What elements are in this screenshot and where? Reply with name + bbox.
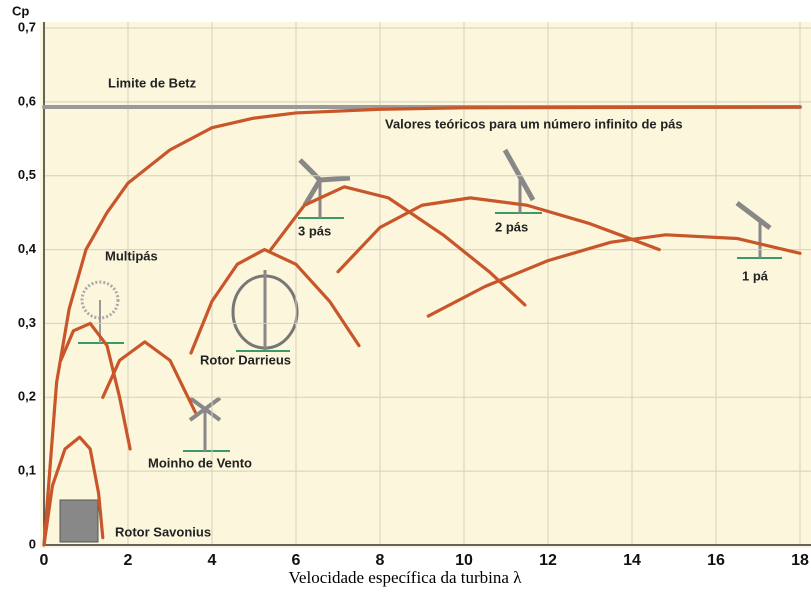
curve-label: 2 pás [495,219,528,234]
curve-label: Multipás [105,248,158,263]
curve-label: 3 pás [298,223,331,238]
y-tick-label: 0,5 [18,167,36,182]
curve-label: Valores teóricos para um número infinito… [385,116,683,131]
curve-label: Rotor Darrieus [200,352,291,367]
page: Cp Velocidade específica da turbina λ 00… [0,0,811,599]
y-axis-title: Cp [12,3,29,18]
y-tick-label: 0 [29,536,36,551]
x-tick-label: 16 [707,552,725,569]
x-axis-title: Velocidade específica da turbina λ [289,568,523,587]
y-tick-label: 0,4 [18,241,37,256]
y-tick-label: 0,3 [18,315,36,330]
y-tick-label: 0,2 [18,389,36,404]
x-tick-label: 18 [791,552,809,569]
x-tick-label: 12 [539,552,557,569]
y-tick-label: 0,7 [18,19,36,34]
x-tick-label: 10 [455,552,473,569]
chart: Cp Velocidade específica da turbina λ 00… [0,0,811,594]
x-tick-label: 2 [124,552,133,569]
y-tick-label: 0,6 [18,93,36,108]
x-tick-label: 6 [292,552,301,569]
x-tick-label: 8 [376,552,385,569]
curve-label: 1 pá [742,268,769,283]
x-tick-label: 0 [40,552,49,569]
curve-label: Moinho de Vento [148,455,252,470]
y-tick-label: 0,1 [18,463,36,478]
curve-label: Rotor Savonius [115,524,211,539]
x-tick-label: 14 [623,552,641,569]
x-tick-label: 4 [208,552,217,569]
curve-label: Limite de Betz [108,75,197,90]
